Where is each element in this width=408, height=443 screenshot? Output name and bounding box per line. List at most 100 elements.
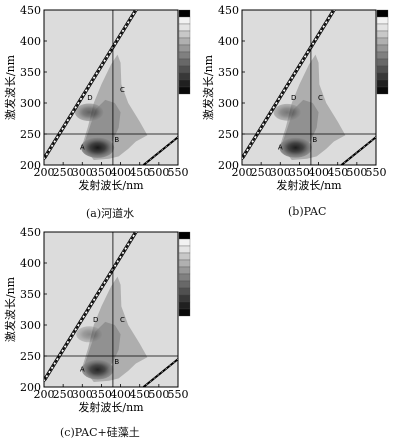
y-tick-label-450: 450 [20, 4, 41, 17]
y-tick-label-300: 300 [20, 97, 41, 110]
colorbar-swatch-3 [178, 252, 191, 261]
region-label-D: D [93, 316, 98, 324]
x-tick-label-450: 450 [129, 388, 150, 401]
x-axis-label: 发射波长/nm [276, 178, 342, 192]
y-tick-label-400: 400 [20, 35, 41, 48]
x-tick-label-250: 250 [251, 166, 272, 179]
colorbar-swatch-1 [376, 16, 389, 25]
chart-panel-a: A B C D 200 250 300 350 400 450 500 550 200 250 300 350… [0, 0, 200, 200]
colorbar-swatch-11 [178, 86, 191, 95]
chart-svg-b: ABCD200250300350400450500550200250300350… [201, 4, 389, 192]
colorbar-swatch-0 [178, 9, 191, 18]
colorbar-swatch-6 [178, 51, 191, 60]
x-tick-label-450: 450 [327, 166, 348, 179]
caption-c: (c)PAC+硅藻土 [60, 426, 140, 439]
region-label-B: B [114, 136, 119, 144]
x-axis-label: 发射波长/nm [78, 178, 144, 192]
colorbar-swatch-0 [376, 9, 389, 18]
caption-a: (a)河道水 [86, 207, 135, 220]
y-axis-label: 激发波长/nm [201, 54, 215, 120]
x-tick-label-550: 550 [168, 388, 189, 401]
colorbar-swatch-5 [178, 266, 191, 275]
colorbar-swatch-0 [178, 231, 191, 240]
region-label-B: B [312, 136, 317, 144]
region-label-C: C [318, 94, 323, 102]
colorbar-swatch-4 [178, 259, 191, 268]
colorbar-swatch-10 [178, 301, 191, 310]
colorbar-swatch-2 [178, 245, 191, 254]
x-tick-label-350: 350 [91, 166, 112, 179]
colorbar-swatch-5 [376, 44, 389, 53]
colorbar-swatch-11 [178, 308, 191, 317]
colorbar-swatch-8 [376, 65, 389, 74]
y-tick-label-200: 200 [218, 159, 239, 172]
x-tick-label-450: 450 [129, 166, 150, 179]
colorbar-swatch-10 [178, 79, 191, 88]
peak-1 [74, 103, 104, 122]
region-label-A: A [80, 144, 85, 152]
colorbar-swatch-1 [178, 16, 191, 25]
x-tick-label-500: 500 [346, 166, 367, 179]
scatter-band-2-core [142, 358, 178, 387]
y-tick-label-350: 350 [20, 66, 41, 79]
x-tick-label-200: 200 [34, 388, 55, 401]
colorbar-swatch-7 [178, 280, 191, 289]
colorbar-swatch-9 [178, 294, 191, 303]
region-label-C: C [120, 86, 125, 94]
scatter-band-1-core [44, 10, 137, 161]
x-tick-label-400: 400 [110, 166, 131, 179]
caption-b: (b)PAC [288, 205, 327, 218]
x-tick-label-550: 550 [366, 166, 387, 179]
x-tick-label-500: 500 [148, 388, 169, 401]
y-tick-label-450: 450 [20, 226, 41, 239]
y-axis-label: 激发波长/nm [3, 54, 17, 120]
scatter-band-2-core [340, 136, 376, 165]
colorbar-swatch-3 [178, 30, 191, 39]
peak-1 [273, 103, 301, 121]
peak-1 [76, 326, 103, 343]
y-tick-label-250: 250 [218, 128, 239, 141]
chart-panel-b: A B C D 200 250 300 350 400 450 500 550 200 250 300 350… [198, 0, 408, 200]
colorbar-swatch-7 [376, 58, 389, 67]
y-tick-label-300: 300 [20, 319, 41, 332]
colorbar-swatch-1 [178, 238, 191, 247]
y-tick-label-300: 300 [218, 97, 239, 110]
x-tick-label-300: 300 [72, 388, 93, 401]
y-tick-label-200: 200 [20, 381, 41, 394]
colorbar-swatch-9 [376, 72, 389, 81]
x-tick-label-300: 300 [72, 166, 93, 179]
colorbar-swatch-2 [376, 23, 389, 32]
chart-svg-c: ABCD200250300350400450500550200250300350… [3, 226, 191, 414]
region-label-B: B [114, 358, 119, 366]
x-axis-label: 发射波长/nm [78, 400, 144, 414]
peak-0 [279, 137, 312, 158]
peak-0 [81, 137, 115, 158]
colorbar-swatch-7 [178, 58, 191, 67]
colorbar-swatch-2 [178, 23, 191, 32]
y-tick-label-400: 400 [218, 35, 239, 48]
x-tick-label-200: 200 [34, 166, 55, 179]
y-tick-label-200: 200 [20, 159, 41, 172]
y-tick-label-450: 450 [218, 4, 239, 17]
x-tick-label-300: 300 [270, 166, 291, 179]
y-axis-label: 激发波长/nm [3, 276, 17, 342]
colorbar-swatch-3 [376, 30, 389, 39]
y-tick-label-400: 400 [20, 257, 41, 270]
colorbar-swatch-4 [178, 37, 191, 46]
colorbar-swatch-6 [178, 273, 191, 282]
scatter-band-1-core [44, 232, 137, 383]
region-label-A: A [278, 144, 283, 152]
colorbar-swatch-6 [376, 51, 389, 60]
y-tick-label-250: 250 [20, 350, 41, 363]
x-tick-label-350: 350 [91, 388, 112, 401]
x-tick-label-250: 250 [53, 388, 74, 401]
x-tick-label-200: 200 [232, 166, 253, 179]
colorbar-swatch-8 [178, 65, 191, 74]
colorbar-swatch-4 [376, 37, 389, 46]
y-tick-label-350: 350 [218, 66, 239, 79]
x-tick-label-250: 250 [53, 166, 74, 179]
colorbar-swatch-10 [376, 79, 389, 88]
x-tick-label-400: 400 [308, 166, 329, 179]
region-label-D: D [87, 94, 92, 102]
x-tick-label-550: 550 [168, 166, 189, 179]
